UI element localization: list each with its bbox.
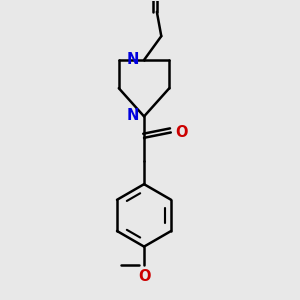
Text: O: O bbox=[138, 268, 150, 284]
Text: N: N bbox=[126, 52, 139, 67]
Text: N: N bbox=[126, 108, 139, 123]
Text: O: O bbox=[175, 125, 188, 140]
